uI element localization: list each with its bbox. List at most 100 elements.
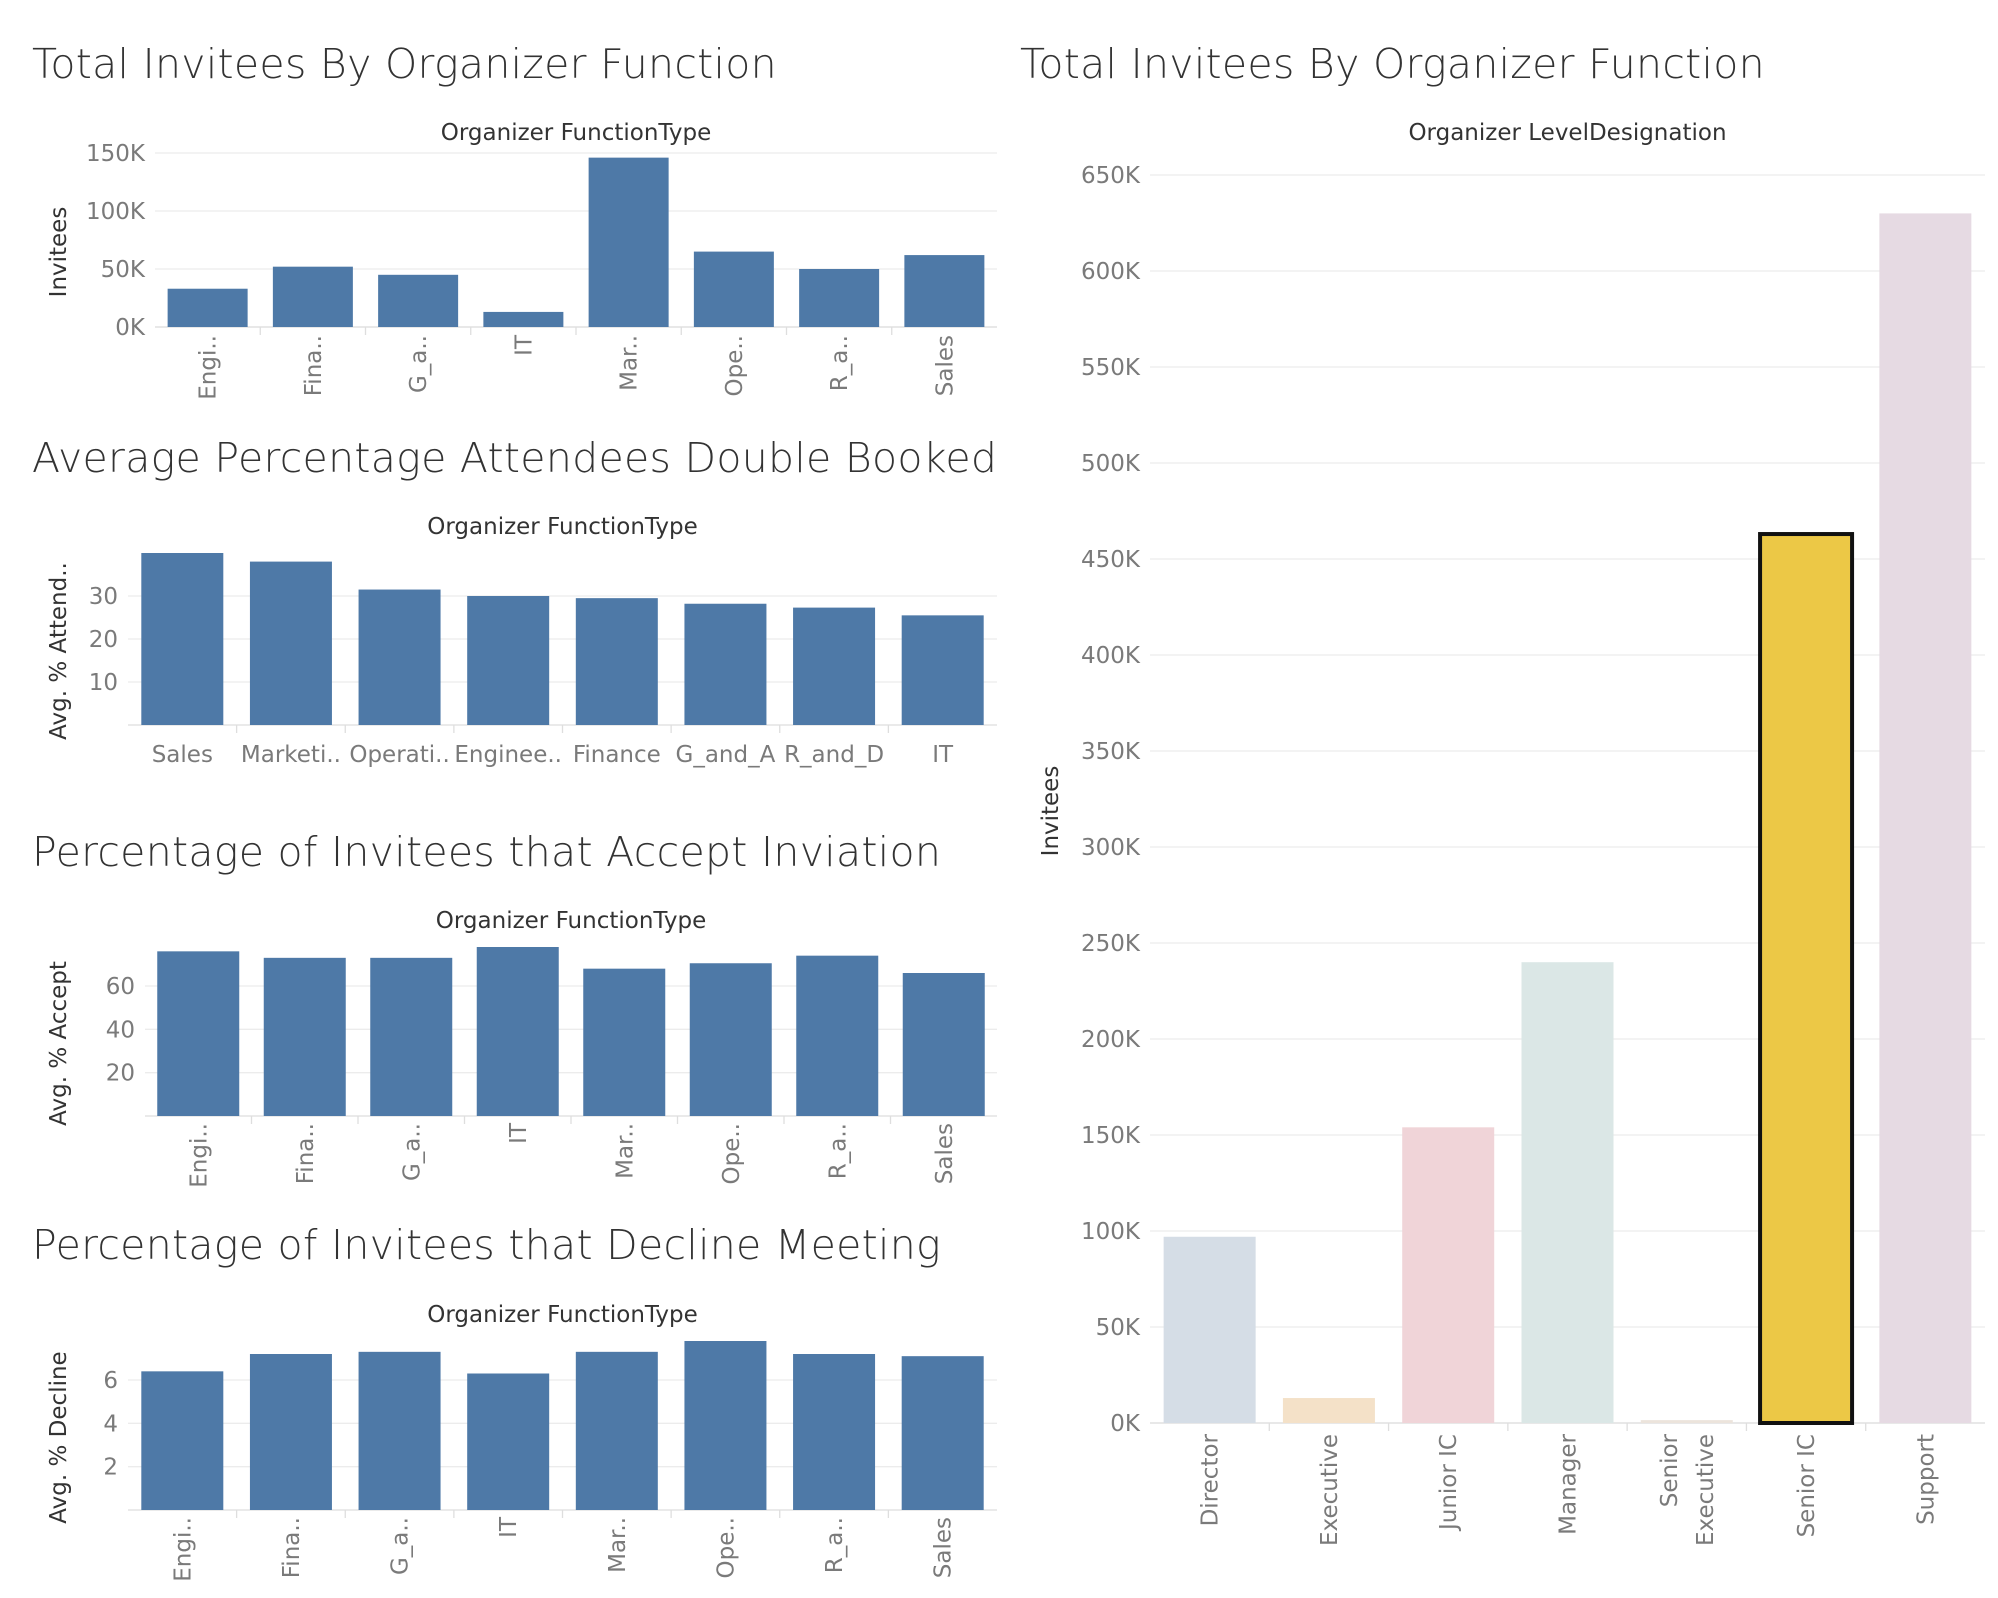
x-tick-label: IT xyxy=(511,334,537,356)
bar-senior-ic[interactable] xyxy=(1758,532,1855,1425)
y-tick-label: 650K xyxy=(1081,163,1141,189)
bar-mar..[interactable] xyxy=(588,157,669,327)
bar-it[interactable] xyxy=(901,615,984,725)
x-tick-label: Mar.. xyxy=(617,335,643,391)
bar-it[interactable] xyxy=(476,947,559,1116)
bar-operati..[interactable] xyxy=(358,589,441,725)
y-tick-label: 550K xyxy=(1081,355,1141,381)
x-tick-label: R_and_D xyxy=(784,742,884,768)
x-tick-label: Engi.. xyxy=(196,335,222,400)
axis-header: Organizer FunctionType xyxy=(441,120,711,146)
y-tick-label: 2 xyxy=(103,1455,118,1481)
bar-ope..[interactable] xyxy=(693,251,774,327)
bar-mar..[interactable] xyxy=(575,1351,658,1510)
x-tick-label: G_a.. xyxy=(388,1517,414,1575)
x-tick-label: Manager xyxy=(1556,1433,1582,1534)
bar-sales[interactable] xyxy=(901,1356,984,1510)
x-tick-label: IT xyxy=(506,1122,532,1144)
y-axis-label: Avg. % Accept xyxy=(46,961,72,1126)
x-tick-label: G_a.. xyxy=(399,1123,425,1181)
x-tick-label: Senior IC xyxy=(1794,1434,1820,1537)
bar-engi..[interactable] xyxy=(157,951,240,1116)
x-tick-label: Mar.. xyxy=(605,1517,631,1573)
y-axis-label: Invitees xyxy=(46,207,72,298)
bar-finance[interactable] xyxy=(575,598,658,725)
bar-enginee..[interactable] xyxy=(467,596,550,725)
bar-engi..[interactable] xyxy=(141,1371,224,1510)
y-tick-label: 50K xyxy=(101,257,146,283)
bar-director[interactable] xyxy=(1163,1236,1256,1423)
x-tick-label: Sales xyxy=(932,335,958,396)
y-tick-label: 400K xyxy=(1081,643,1141,669)
y-tick-label: 40 xyxy=(106,1017,135,1043)
x-tick-label: Fina.. xyxy=(301,335,327,396)
x-tick-label: Ope.. xyxy=(719,1123,745,1184)
x-tick-label: IT xyxy=(932,742,954,768)
axis-header: Organizer FunctionType xyxy=(427,514,697,540)
bar-senior-executive[interactable] xyxy=(1640,1420,1733,1423)
bar-junior-ic[interactable] xyxy=(1402,1127,1495,1423)
bar-sales[interactable] xyxy=(902,973,985,1116)
y-axis-label: Invitees xyxy=(1038,766,1064,857)
axis-header: Organizer LevelDesignation xyxy=(1408,120,1726,146)
x-tick-label: Executive xyxy=(1317,1434,1343,1546)
bar-r_and_d[interactable] xyxy=(793,607,876,725)
x-tick-label: Senior xyxy=(1657,1433,1683,1507)
y-tick-label: 100K xyxy=(86,199,146,225)
bar-fina..[interactable] xyxy=(263,957,346,1116)
bar-r_a..[interactable] xyxy=(796,955,879,1116)
bar-it[interactable] xyxy=(483,311,564,327)
bar-r_a..[interactable] xyxy=(793,1354,876,1510)
x-tick-label: Enginee.. xyxy=(454,742,562,768)
x-tick-label: Operati.. xyxy=(349,742,449,768)
x-tick-label: Sales xyxy=(932,1123,958,1184)
x-tick-label: Engi.. xyxy=(170,1517,196,1582)
bar-sales[interactable] xyxy=(141,553,224,725)
bar-r_a..[interactable] xyxy=(799,269,880,327)
bar-engi..[interactable] xyxy=(167,288,248,327)
y-tick-label: 20 xyxy=(89,627,118,653)
x-tick-label: Engi.. xyxy=(186,1123,212,1188)
x-tick-label: Fina.. xyxy=(279,1517,305,1578)
y-tick-label: 150K xyxy=(1081,1123,1141,1149)
y-tick-label: 350K xyxy=(1081,739,1141,765)
bar-g_a..[interactable] xyxy=(378,274,459,327)
chart-title: Percentage of Invitees that Accept Invia… xyxy=(32,828,942,876)
y-tick-label: 500K xyxy=(1081,451,1141,477)
bar-fina..[interactable] xyxy=(272,266,353,327)
y-tick-label: 20 xyxy=(106,1061,135,1087)
bar-ope..[interactable] xyxy=(689,963,772,1116)
y-tick-label: 250K xyxy=(1081,931,1141,957)
bar-g_a..[interactable] xyxy=(370,957,453,1116)
bar-sales[interactable] xyxy=(904,255,985,327)
bar-marketi..[interactable] xyxy=(249,561,332,725)
bar-executive[interactable] xyxy=(1282,1398,1375,1423)
chart-title: Total Invitees By Organizer Function xyxy=(32,40,777,88)
y-tick-label: 600K xyxy=(1081,259,1141,285)
bar-support[interactable] xyxy=(1879,213,1972,1423)
x-tick-label: G_and_A xyxy=(676,742,776,768)
y-tick-label: 0K xyxy=(1110,1411,1141,1437)
y-tick-label: 30 xyxy=(89,584,118,610)
bar-g_a..[interactable] xyxy=(358,1351,441,1510)
bar-fina..[interactable] xyxy=(249,1354,332,1510)
x-tick-label: Support xyxy=(1913,1434,1939,1525)
axis-header: Organizer FunctionType xyxy=(427,1302,697,1328)
x-tick-label: Mar.. xyxy=(612,1123,638,1179)
bar-mar..[interactable] xyxy=(583,968,666,1116)
bar-manager[interactable] xyxy=(1521,962,1614,1423)
y-axis-label: Avg. % Attend.. xyxy=(46,562,72,740)
bar-it[interactable] xyxy=(467,1373,550,1511)
x-tick-label: R_a.. xyxy=(827,335,853,391)
y-tick-label: 200K xyxy=(1081,1027,1141,1053)
y-axis-label: Avg. % Decline xyxy=(46,1351,72,1523)
axis-header: Organizer FunctionType xyxy=(436,908,706,934)
bar-ope..[interactable] xyxy=(684,1341,767,1510)
x-tick-label: Ope.. xyxy=(722,335,748,396)
bar-g_and_a[interactable] xyxy=(684,603,767,725)
y-tick-label: 6 xyxy=(103,1368,118,1394)
y-tick-label: 50K xyxy=(1096,1315,1141,1341)
